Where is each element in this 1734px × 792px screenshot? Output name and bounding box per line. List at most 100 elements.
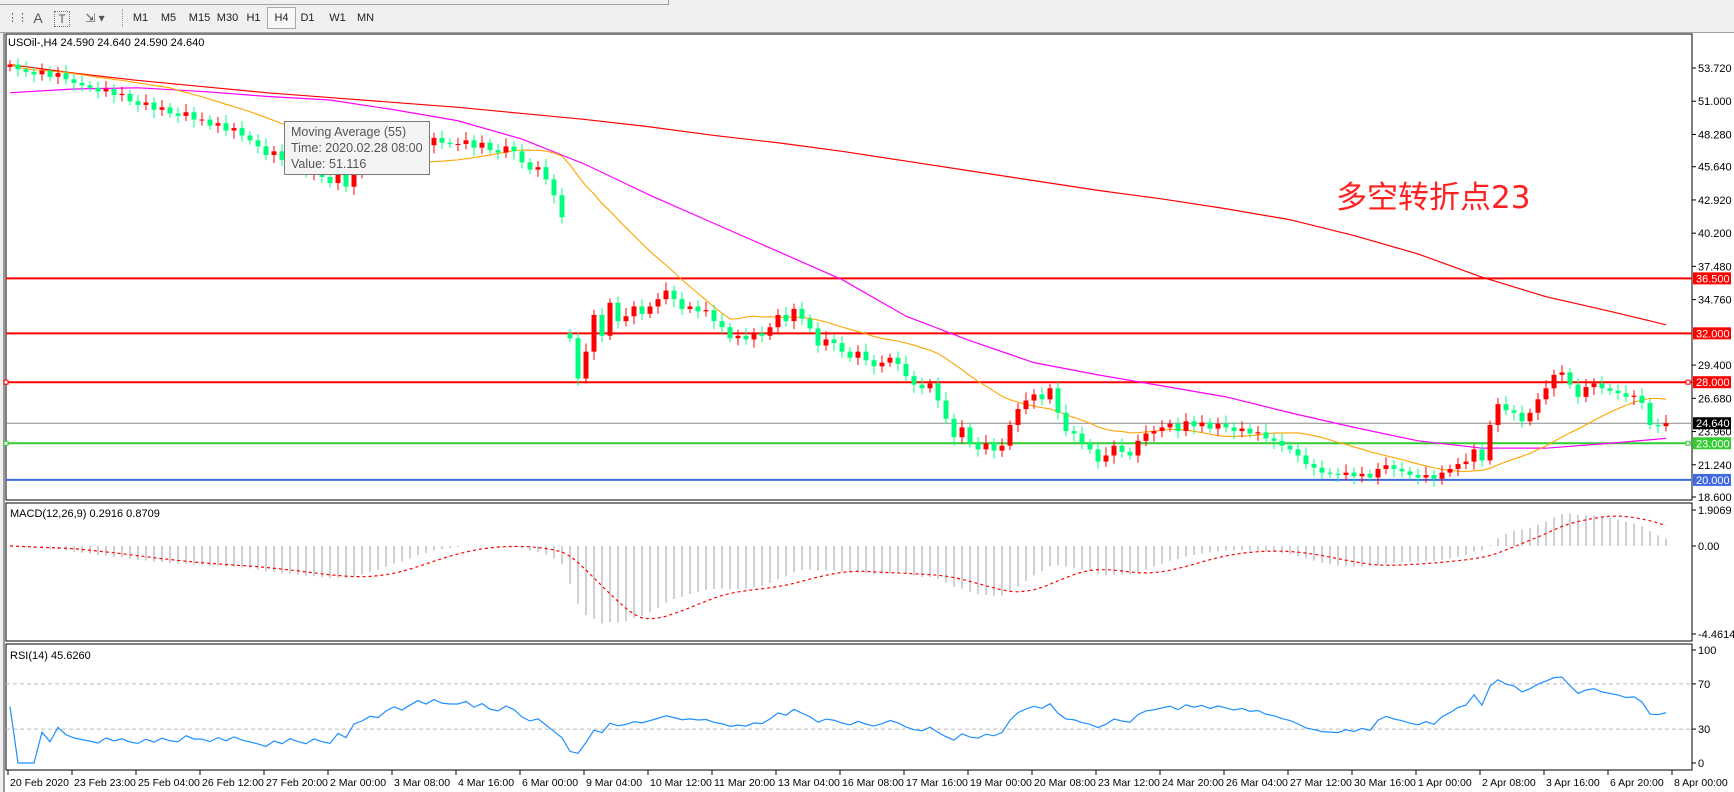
candle-body [959,427,965,438]
candle [1199,415,1205,433]
candle-body [543,167,549,180]
candle [1655,418,1661,434]
candle-body [455,143,461,145]
candle [983,435,989,455]
candle [1439,465,1445,485]
candle [159,100,165,117]
timeframe-d1[interactable]: D1 [300,12,315,24]
time-tick-label: 20 Feb 2020 [10,777,69,789]
candle-body [103,89,109,92]
candle-body [343,174,349,187]
timeframe-mn[interactable]: MN [356,12,375,24]
candle-body [223,123,229,131]
text-label-icon[interactable]: T [54,11,70,27]
candle [663,282,669,305]
candle [1311,458,1317,476]
candle [767,322,773,341]
candle [463,132,469,150]
candle-body [55,73,61,77]
upper-toolbar-edge [0,0,669,5]
time-tick-label: 19 Mar 00:00 [970,777,1032,789]
candle-body [1207,422,1213,429]
candle [775,308,781,335]
candle-body [535,167,541,170]
candle [1487,420,1493,465]
candle-body [119,93,125,96]
candle [543,159,549,185]
candle [1431,469,1437,487]
candle [607,298,613,341]
time-tick-label: 24 Mar 20:00 [1162,777,1224,789]
rsi-panel [5,643,1693,771]
rsi-label: RSI(14) 45.6260 [10,650,91,662]
moving-average-line [9,87,1667,449]
arrows-icon[interactable]: ⇲ ▾ [85,11,105,25]
candle-body [127,93,133,102]
time-tick-label: 20 Mar 08:00 [1034,777,1096,789]
tooltip-time: Time: 2020.02.28 08:00 [291,141,423,155]
candle [1215,417,1221,436]
candle-body [7,64,13,68]
candle [711,304,717,330]
candle [495,143,501,160]
candle [55,66,61,85]
candle-body [1303,455,1309,465]
candle-body [1151,431,1157,434]
candle [127,89,133,106]
level-handle [3,440,9,446]
timeframe-m30[interactable]: M30 [216,12,239,24]
candle [47,66,53,82]
candle [487,138,493,155]
candle-body [1439,472,1445,479]
candle-body [191,112,197,120]
candle-body [1583,387,1589,397]
candle-body [1167,423,1173,428]
level-label: 20.000 [1696,475,1730,487]
candle-body [679,299,685,309]
candle [63,64,69,85]
candle-body [1383,465,1389,469]
candle-body [23,69,29,72]
price-tick-label: 48.280 [1698,129,1732,141]
candle-body [1487,424,1493,461]
candle [655,292,661,314]
timeframe-h1[interactable]: H1 [246,12,261,24]
candle [471,135,477,156]
rsi-line [9,676,1667,764]
text-A-icon[interactable]: A [33,10,43,26]
candle [1615,384,1621,401]
candle-body [1263,432,1269,439]
chart-toolbar: ⋮⋮ A T ⇲ ▾ M1 M5 M15 M30 H1 H4 D1 W1 MN [0,5,1734,33]
candle [559,188,565,224]
candle [551,174,557,204]
grid-icon[interactable]: ⋮⋮ [7,12,28,24]
candle-body [1631,395,1637,397]
timeframe-m5[interactable]: M5 [160,12,177,24]
candle-body [1159,427,1165,432]
timeframe-m1[interactable]: M1 [132,12,149,24]
candle-body [1551,374,1557,389]
candle-body [1063,412,1069,432]
candle-body [1087,443,1093,450]
annotation-text[interactable]: 多空转折点23 [1336,180,1531,216]
price-tick-label: 51.000 [1698,96,1732,108]
candle-body [47,70,53,77]
candle-body [1663,423,1669,427]
candle-body [783,315,789,322]
timeframe-w1[interactable]: W1 [329,12,346,24]
level-label-bg [1693,473,1731,486]
candle-body [607,302,613,336]
candle-body [631,306,637,317]
timeframe-h4[interactable]: H4 [267,7,296,29]
candle-body [1423,475,1429,478]
candle-body [1223,423,1229,428]
candle-body [735,335,741,339]
candle [1511,405,1517,421]
timeframe-m15[interactable]: M15 [188,12,211,24]
candle [1263,424,1269,444]
candle [671,285,677,308]
candle [991,438,997,459]
candle [599,307,605,343]
level-label: 23.000 [1696,438,1730,450]
